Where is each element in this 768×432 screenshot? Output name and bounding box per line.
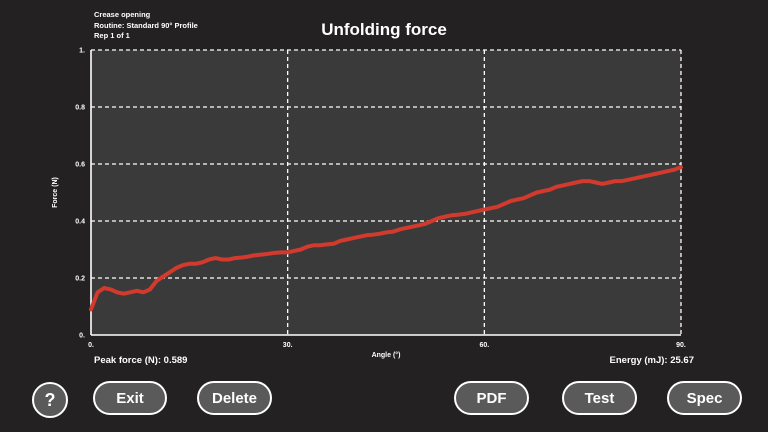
x-tick-labels: 0. 30. 60. 90. <box>88 342 686 349</box>
y-tick-label: 0. <box>79 333 85 340</box>
delete-button[interactable]: Delete <box>197 381 272 415</box>
x-tick-label: 30. <box>283 342 293 349</box>
y-tick-labels: 0. 0.2 0.4 0.6 0.8 1. <box>75 48 85 340</box>
plot-area <box>91 50 681 335</box>
rep-counter: Rep 1 of 1 <box>94 31 130 40</box>
question-icon: ? <box>44 389 56 410</box>
y-tick-label: 0.6 <box>75 162 85 169</box>
routine-name: Routine: Standard 90° Profile <box>94 20 198 30</box>
y-tick-label: 0.4 <box>75 219 85 226</box>
x-tick-label: 90. <box>676 342 686 349</box>
pdf-button[interactable]: PDF <box>454 381 529 415</box>
grid <box>90 49 682 336</box>
x-tick-label: 60. <box>479 342 489 349</box>
y-axis-label: Force (N) <box>52 177 59 208</box>
help-button[interactable]: ? <box>32 382 68 418</box>
exit-button[interactable]: Exit <box>93 381 167 415</box>
peak-force-readout: Peak force (N): 0.589 <box>94 355 188 366</box>
spec-button[interactable]: Spec <box>667 381 742 415</box>
y-tick-label: 0.2 <box>75 276 85 283</box>
chart-title: Unfolding force <box>321 20 447 39</box>
test-button[interactable]: Test <box>562 381 637 415</box>
y-tick-label: 0.8 <box>75 105 85 112</box>
test-name: Crease opening <box>94 10 151 19</box>
y-tick-label: 1. <box>79 48 85 55</box>
x-tick-label: 0. <box>88 342 94 349</box>
test-info: Crease opening Routine: Standard 90° Pro… <box>94 10 198 42</box>
energy-readout: Energy (mJ): 25.67 <box>609 355 694 366</box>
x-axis-label: Angle (°) <box>372 351 401 359</box>
series-line-force <box>89 165 683 312</box>
